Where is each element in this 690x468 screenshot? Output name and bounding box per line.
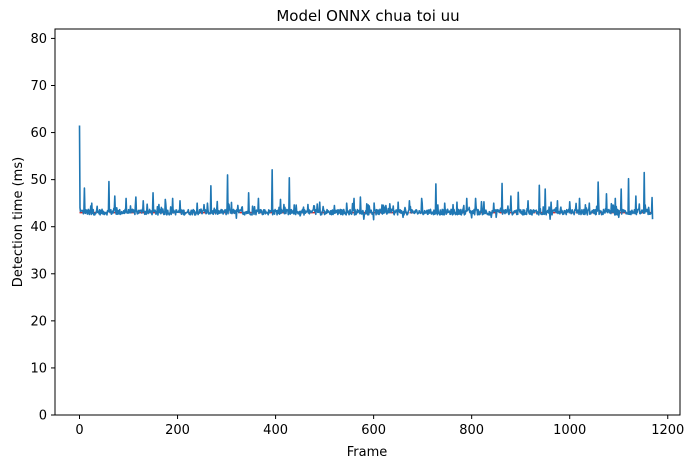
x-tick-label: 1200 <box>651 423 684 438</box>
detection-time-line <box>78 125 654 221</box>
axes-frame <box>54 28 681 416</box>
y-tick-label: 40 <box>30 220 47 235</box>
x-tick-label: 0 <box>75 423 83 438</box>
y-tick-label: 30 <box>30 267 47 282</box>
x-tick-label: 1000 <box>553 423 586 438</box>
x-tick-label: 600 <box>361 423 386 438</box>
y-tick-label: 70 <box>30 79 47 94</box>
x-axis-title: Frame <box>347 445 388 460</box>
y-tick-label: 10 <box>30 361 47 376</box>
x-tick-label: 200 <box>165 423 190 438</box>
y-tick-label: 0 <box>39 409 47 424</box>
y-axis-ticks: 0 10 20 30 40 50 60 70 80 <box>30 32 55 424</box>
x-tick-label: 800 <box>459 423 484 438</box>
plot-area <box>78 125 654 221</box>
x-axis-ticks: 0 200 400 600 800 1000 1200 <box>75 415 684 438</box>
y-tick-label: 50 <box>30 173 47 188</box>
y-tick-label: 20 <box>30 314 47 329</box>
y-tick-label: 80 <box>30 32 47 47</box>
y-axis-title: Detection time (ms) <box>11 157 26 287</box>
y-tick-label: 60 <box>30 126 47 141</box>
chart-title: Model ONNX chua toi uu <box>276 7 459 25</box>
x-tick-label: 400 <box>263 423 288 438</box>
